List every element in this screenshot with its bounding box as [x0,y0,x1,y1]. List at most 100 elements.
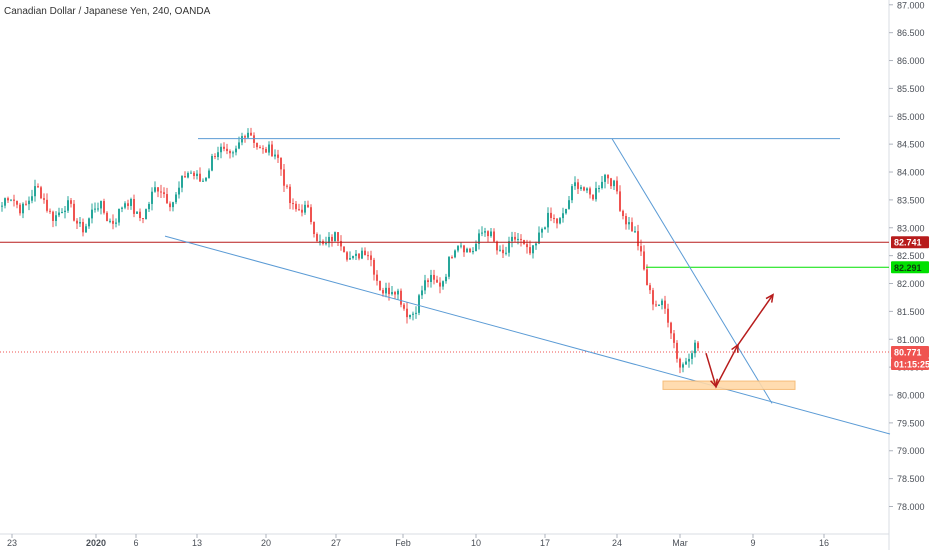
time-axis[interactable]: 23 2020 6 13 20 27 Feb 10 17 24 Mar 9 16 [7,534,829,548]
candle-body [1,205,3,207]
candle-body [490,231,492,237]
candle-body [424,280,426,291]
candle-body [373,259,375,275]
candle-body [67,200,69,211]
candle-body [661,300,663,306]
y-tick-label: 83.500 [897,195,925,205]
candle-body [475,243,477,252]
candle-body [184,176,186,178]
candle-body [22,203,24,214]
candle-body [391,292,393,295]
candle-body [469,248,471,253]
candle-body [343,246,345,253]
candle-body [109,220,111,222]
candle-body [460,245,462,247]
candle-body [136,211,138,214]
candle-body [7,198,9,201]
candle-body [331,236,333,242]
candle-body [604,174,606,182]
candle-body [679,358,681,368]
candle-body [268,144,270,153]
candle-body [682,364,684,368]
candle-body [691,353,693,359]
candle-body [127,203,129,206]
candle-body [493,231,495,242]
candle-body [643,251,645,270]
candle-body [100,201,102,209]
candle-body [655,304,657,306]
candle-body [673,333,675,343]
candle-body [304,204,306,213]
candle-body [430,274,432,283]
candle-body [112,220,114,224]
y-tick-label: 85.500 [897,84,925,94]
candle-body [154,187,156,192]
candle-body [589,188,591,195]
candle-body [337,232,339,241]
candle-body [505,252,507,254]
y-tick-label: 80.000 [897,391,925,401]
candle-body [625,216,627,225]
candle-body [232,152,234,154]
candle-body [397,290,399,295]
candle-body [70,200,72,204]
candle-body [181,176,183,188]
x-tick-label: 2020 [86,538,106,548]
candle-body [292,203,294,205]
candle-body [187,173,189,178]
candle-body [547,212,549,228]
candle-body [4,198,6,206]
x-tick-label: 6 [133,538,138,548]
candle-body [73,203,75,221]
candle-body [412,313,414,315]
candle-body [568,200,570,209]
candle-body [502,249,504,254]
candle-body [349,258,351,260]
candle-body [433,274,435,280]
candle-body [25,203,27,205]
x-tick-label: 16 [819,538,829,548]
candle-body [202,180,204,182]
candle-body [520,238,522,240]
candle-body [256,142,258,148]
candle-body [208,170,210,178]
candle-body [418,295,420,313]
candle-body [82,221,84,233]
candle-body [271,144,273,157]
candle-body [226,148,228,152]
candle-body [358,253,360,259]
candle-body [559,218,561,224]
candle-body [439,282,441,287]
candle-body [376,274,378,281]
candle-body [235,148,237,153]
candle-body [244,136,246,138]
candle-body [436,279,438,283]
candle-body [145,209,147,219]
x-tick-label: 23 [7,538,17,548]
candle-body [46,199,48,211]
candle-body [676,342,678,359]
candle-body [238,142,240,149]
candle-body [163,192,165,195]
candle-body [664,300,666,309]
candle-body [634,231,636,233]
svg-text:80.771: 80.771 [894,348,922,358]
y-tick-label: 84.000 [897,168,925,178]
countdown-label: 01:15:25 [891,358,930,371]
y-tick-label: 79.000 [897,446,925,456]
candle-body [646,269,648,286]
candles [1,127,699,374]
candle-body [541,228,543,233]
candle-body [511,236,513,242]
candle-body [223,146,225,149]
candle-body [217,152,219,158]
x-tick-label: 9 [750,538,755,548]
candle-body [28,200,30,205]
candle-body [319,241,321,243]
candle-body [220,146,222,153]
trendline [611,138,773,404]
candle-body [574,182,576,187]
